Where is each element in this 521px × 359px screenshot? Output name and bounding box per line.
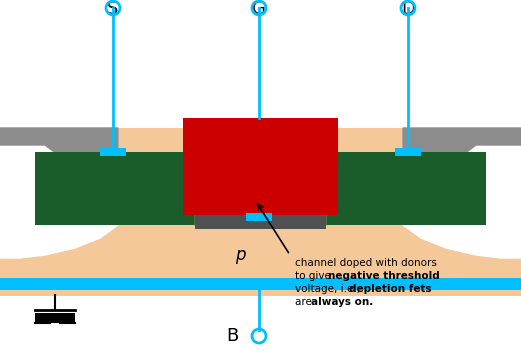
- Bar: [0, 128, 521, 296]
- Text: S: S: [107, 0, 119, 18]
- Bar: [395, 148, 421, 156]
- Text: n+: n+: [395, 182, 417, 197]
- Text: always on.: always on.: [311, 297, 373, 307]
- Text: D: D: [401, 0, 415, 18]
- Text: voltage, i.e.,: voltage, i.e.,: [295, 284, 363, 294]
- Bar: [195, 215, 326, 229]
- Bar: [35, 313, 75, 323]
- Bar: [246, 213, 272, 221]
- Polygon shape: [195, 181, 326, 225]
- Text: G: G: [252, 0, 266, 18]
- Polygon shape: [0, 128, 118, 258]
- Text: to give: to give: [295, 271, 334, 281]
- Text: negative threshold: negative threshold: [328, 271, 440, 281]
- Polygon shape: [195, 199, 326, 225]
- Text: B: B: [226, 327, 238, 345]
- Text: depletion fets: depletion fets: [349, 284, 431, 294]
- Text: channel doped with donors: channel doped with donors: [295, 258, 437, 268]
- Text: n+: n+: [104, 182, 126, 197]
- Text: are: are: [295, 297, 315, 307]
- Text: p: p: [235, 246, 245, 264]
- Bar: [326, 152, 486, 225]
- Bar: [183, 118, 338, 215]
- Bar: [35, 152, 195, 225]
- Polygon shape: [403, 128, 521, 258]
- Bar: [0, 278, 521, 290]
- Polygon shape: [0, 128, 118, 175]
- Bar: [100, 148, 126, 156]
- Polygon shape: [403, 128, 521, 175]
